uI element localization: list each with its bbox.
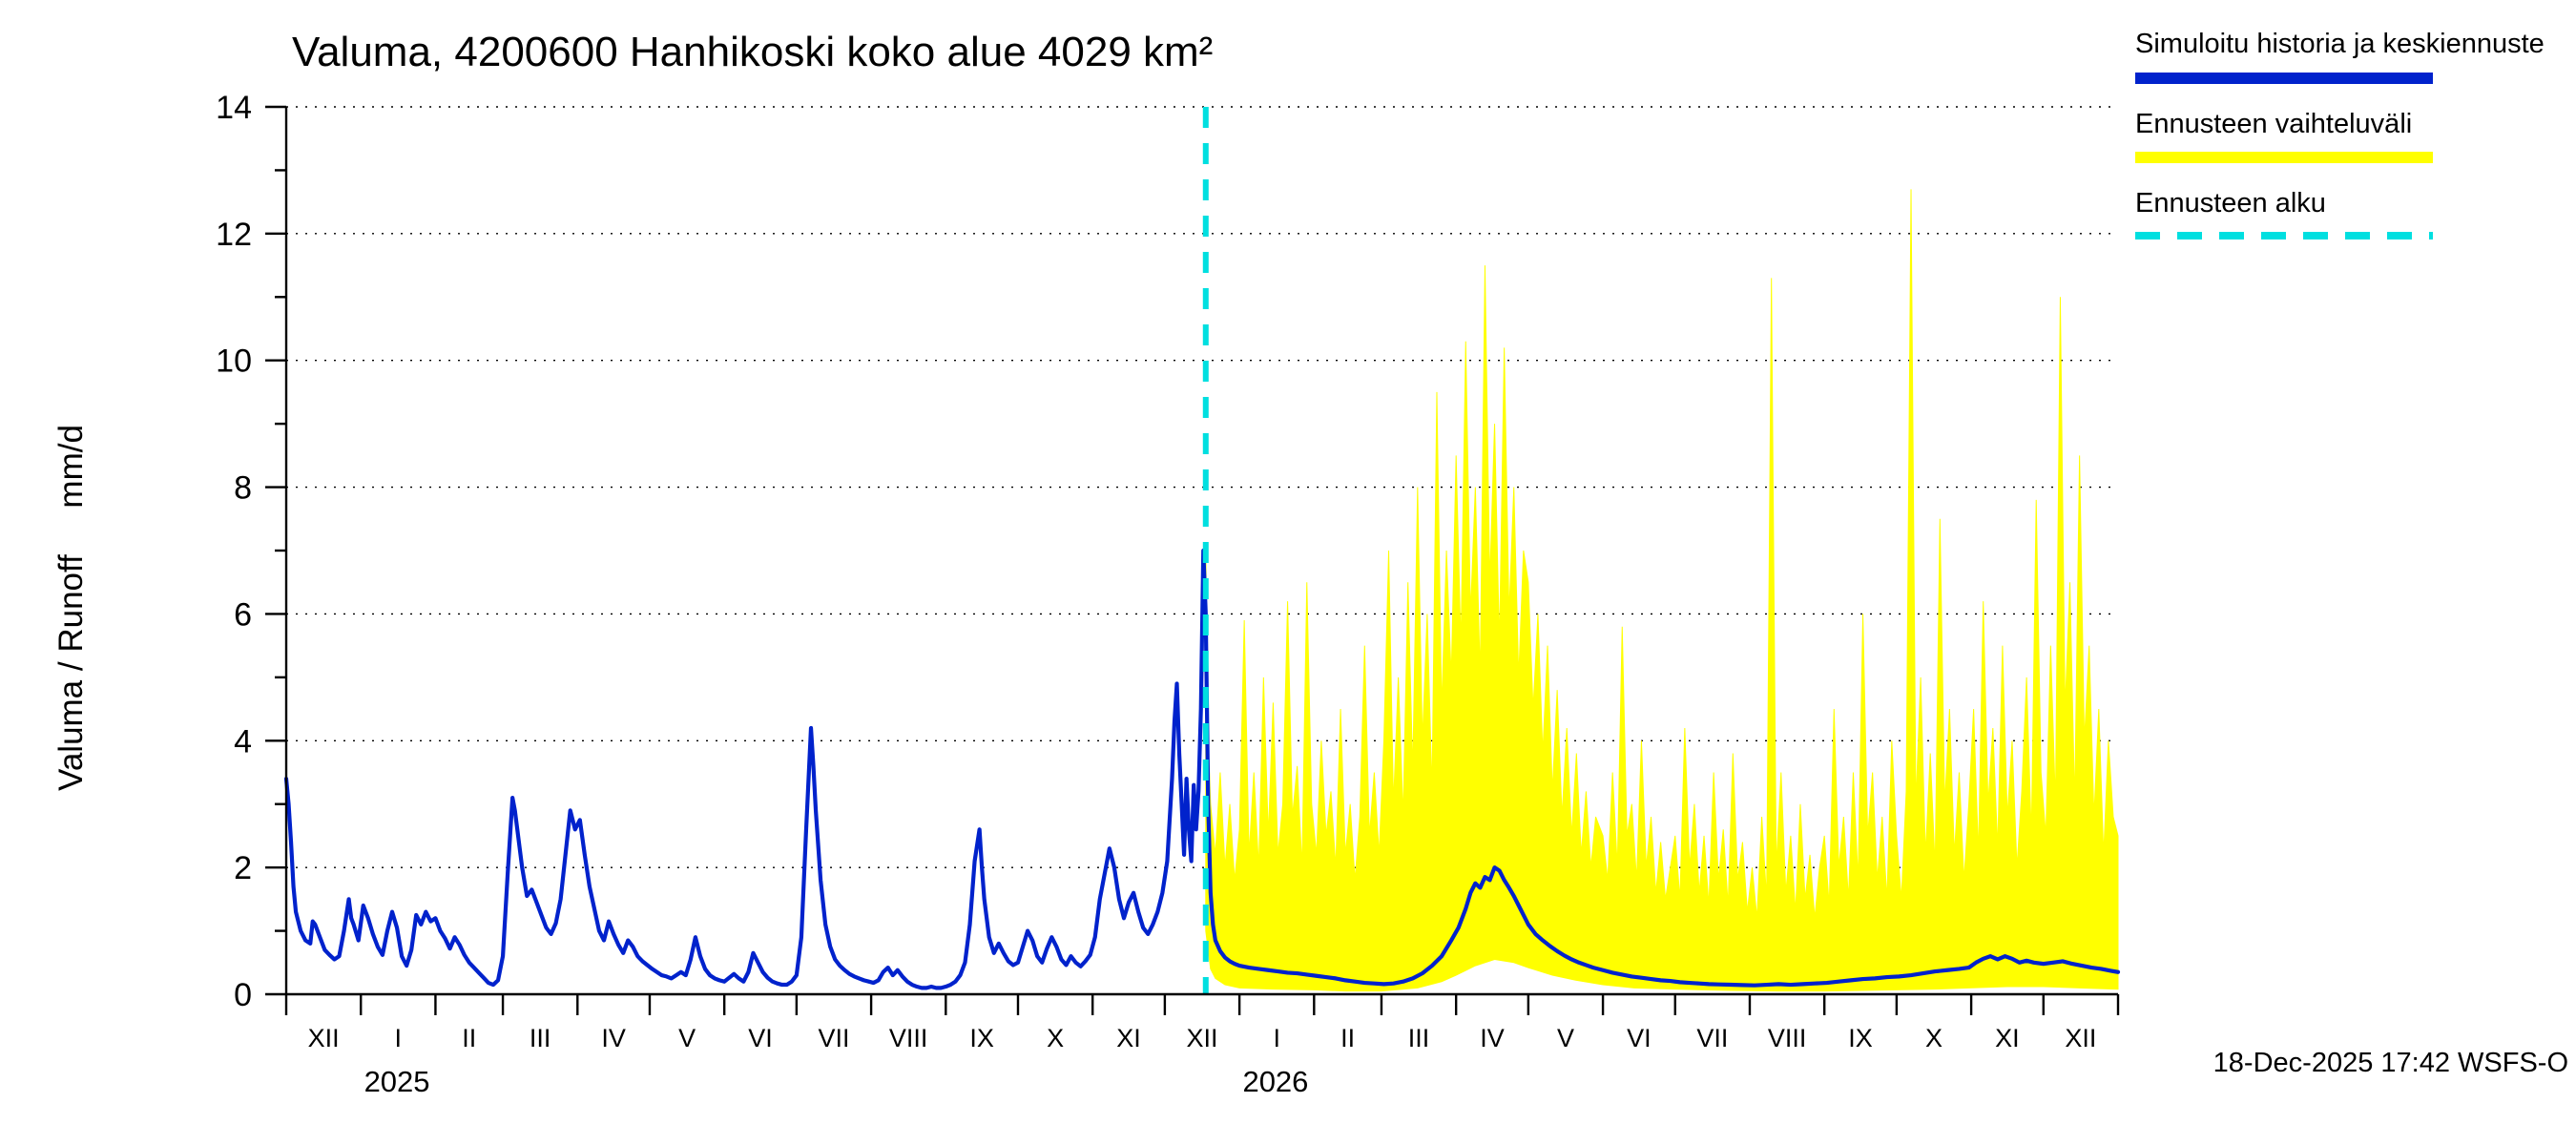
month-label: IV [601, 1024, 626, 1052]
y-tick-label: 4 [234, 723, 252, 760]
y-tick-label: 10 [216, 344, 252, 380]
legend-label-forecast-range: Ennusteen vaihteluväli [2135, 108, 2413, 139]
y-tick-label: 8 [234, 470, 252, 507]
month-label: I [1273, 1024, 1280, 1052]
month-label: XII [2065, 1024, 2096, 1052]
month-label: XI [1116, 1024, 1141, 1052]
legend-item-forecast-range: Ennusteen vaihteluväli [2135, 107, 2555, 164]
month-label: VII [1696, 1024, 1728, 1052]
month-label: XI [1995, 1024, 2020, 1052]
chart-legend: Simuloitu historia ja keskiennuste Ennus… [2135, 27, 2555, 262]
month-label: IX [969, 1024, 994, 1052]
legend-label-forecast-start: Ennusteen alku [2135, 188, 2326, 219]
legend-forecast-start-dash-icon [2135, 232, 2433, 240]
legend-item-history: Simuloitu historia ja keskiennuste [2135, 27, 2555, 84]
y-tick-label: 12 [216, 217, 252, 253]
y-axis-title: Valuma / Runoff mm/d [52, 425, 90, 791]
month-label: VI [748, 1024, 773, 1052]
month-label: III [1408, 1024, 1430, 1052]
month-label: I [395, 1024, 403, 1052]
month-label: VII [818, 1024, 849, 1052]
month-label: XII [1186, 1024, 1217, 1052]
y-tick-label: 6 [234, 596, 252, 633]
y-tick-label: 0 [234, 977, 252, 1013]
legend-history-line-icon [2135, 72, 2433, 84]
year-label: 2025 [364, 1065, 430, 1098]
month-label: X [1047, 1024, 1064, 1052]
y-tick-label: 2 [234, 850, 252, 886]
month-label: XII [308, 1024, 340, 1052]
month-label: V [1557, 1024, 1574, 1052]
month-label: IX [1848, 1024, 1873, 1052]
forecast-range-band [1205, 189, 2119, 992]
legend-label-history: Simuloitu historia ja keskiennuste [2135, 29, 2545, 59]
timestamp: 18-Dec-2025 17:42 WSFS-O [2212, 1048, 2568, 1078]
y-tick-label: 14 [216, 90, 252, 126]
month-label: IV [1480, 1024, 1505, 1052]
month-label: II [462, 1024, 476, 1052]
month-label: VIII [1768, 1024, 1807, 1052]
year-label: 2026 [1242, 1065, 1308, 1098]
page-title: Valuma, 4200600 Hanhikoski koko alue 402… [292, 29, 1214, 75]
month-label: VI [1627, 1024, 1652, 1052]
history-mean-line [283, 548, 2121, 990]
month-label: V [678, 1024, 696, 1052]
month-label: II [1340, 1024, 1355, 1052]
month-label: X [1925, 1024, 1942, 1052]
month-label: VIII [889, 1024, 928, 1052]
legend-forecast-range-bar-icon [2135, 152, 2433, 164]
legend-item-forecast-start: Ennusteen alku [2135, 186, 2555, 240]
month-label: III [530, 1024, 551, 1052]
